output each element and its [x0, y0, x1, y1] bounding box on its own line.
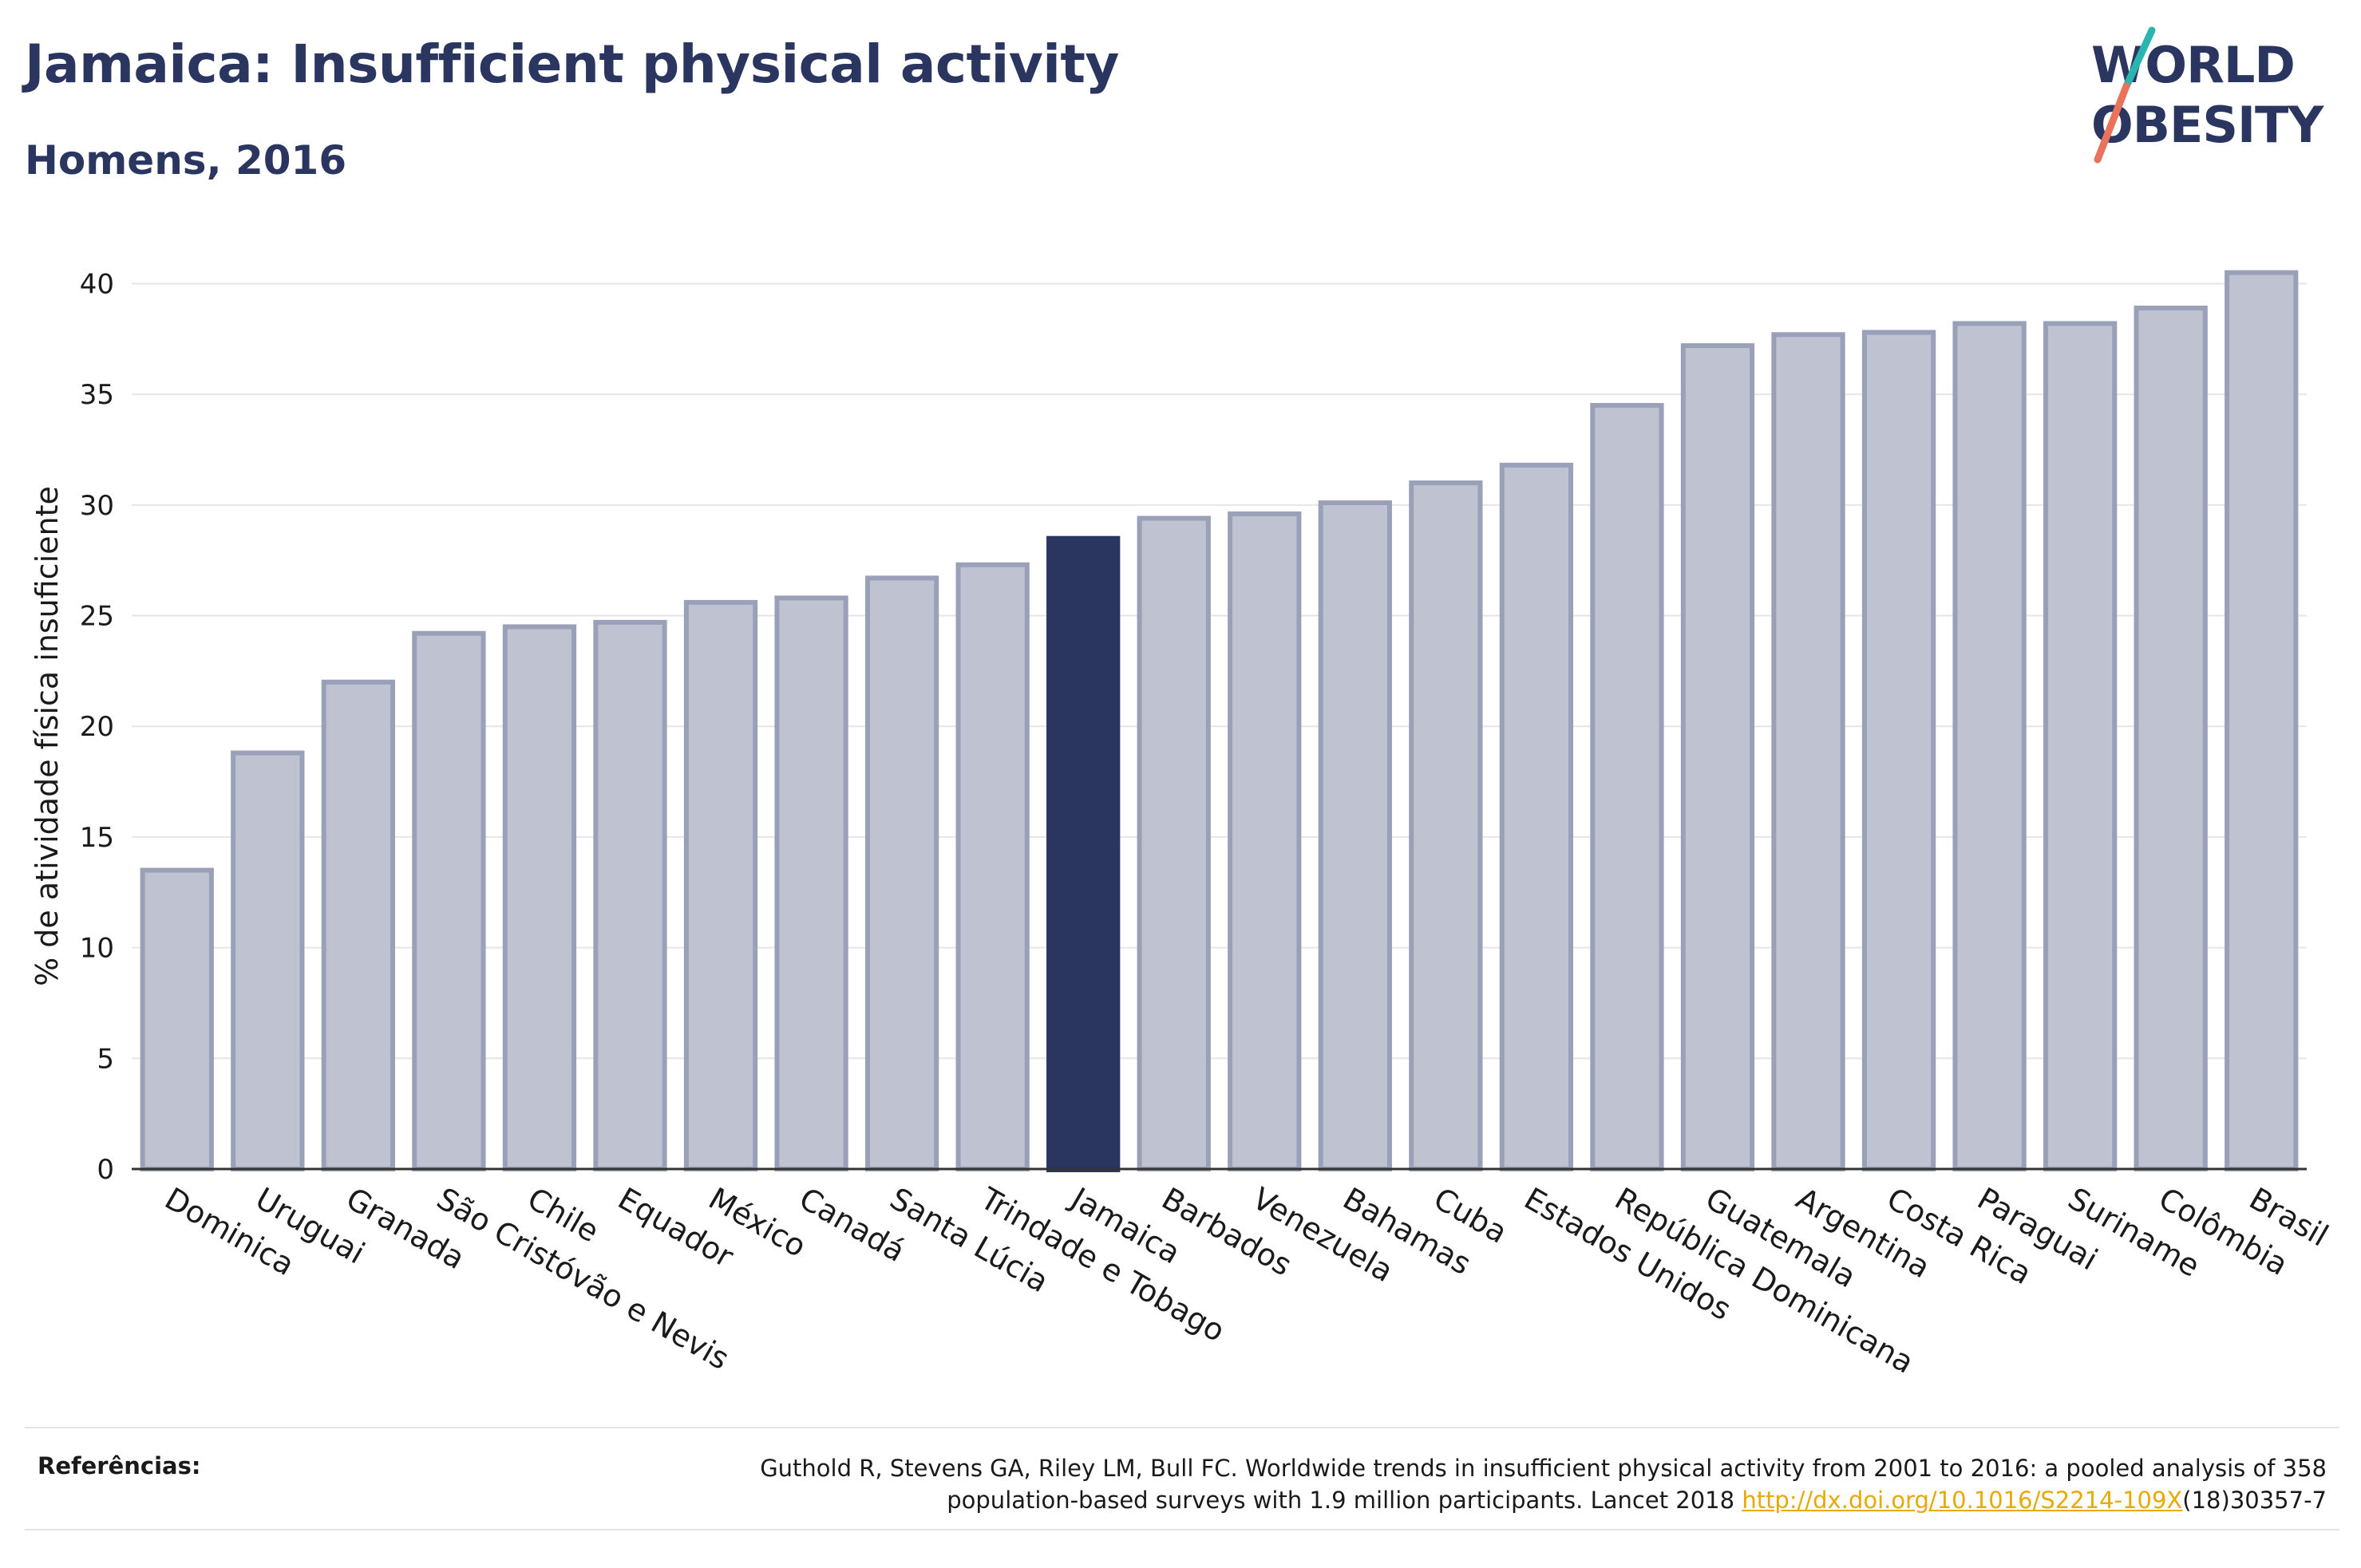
logo-stroke-coral	[2094, 82, 2130, 164]
bar-highlighted	[1046, 535, 1121, 1172]
y-tick-label: 35	[80, 379, 114, 411]
citation-line-2-post: (18)30357-7	[2182, 1487, 2327, 1514]
world-obesity-logo: WORLD OBESITY	[2091, 26, 2325, 164]
bar	[231, 750, 305, 1171]
bar	[1228, 511, 1302, 1171]
bar	[1771, 332, 1845, 1171]
y-tick-label: 30	[80, 490, 114, 522]
bar	[683, 599, 758, 1171]
bar	[2043, 321, 2118, 1171]
y-tick-label: 20	[80, 711, 114, 743]
citation-line-1: Guthold R, Stevens GA, Riley LM, Bull FC…	[760, 1455, 2327, 1482]
bar	[774, 595, 848, 1171]
bar-chart: 0 5 10 15 20 25 30 35 40 DominicaUruguaiGranadaS…	[30, 268, 2334, 1380]
bar	[321, 679, 396, 1171]
y-tick-label: 25	[80, 601, 114, 633]
bar	[1952, 321, 2027, 1171]
citation-line-2-pre: population-based surveys with 1.9 millio…	[947, 1487, 1742, 1514]
bar	[502, 624, 577, 1171]
bar	[2225, 270, 2299, 1171]
bar	[1861, 330, 1936, 1171]
y-tick-label: 0	[97, 1154, 114, 1186]
bar	[864, 575, 939, 1171]
y-tick-label: 40	[80, 268, 114, 300]
references-label: Referências:	[38, 1452, 201, 1479]
bar	[1590, 403, 1664, 1171]
bar	[1680, 343, 1755, 1172]
bar	[593, 619, 667, 1171]
bar	[1137, 515, 1211, 1171]
chart-title: Jamaica: Insufficient physical activity	[25, 34, 1119, 95]
bar	[412, 630, 486, 1171]
logo-text-obesity: OBESITY	[2091, 96, 2324, 154]
references-citation: Guthold R, Stevens GA, Riley LM, Bull FC…	[491, 1452, 2327, 1516]
bar	[2134, 305, 2208, 1172]
y-tick-label: 5	[97, 1043, 114, 1075]
y-axis-label: % de atividade física insuficiente	[30, 486, 65, 986]
y-tick-labels: 0 5 10 15 20 25 30 35 40	[80, 268, 114, 1186]
chart-subtitle: Homens, 2016	[25, 137, 347, 184]
references-footer: Referências: Guthold R, Stevens GA, Rile…	[25, 1427, 2339, 1530]
bar	[1409, 480, 1483, 1171]
gridlines	[132, 282, 2307, 1060]
y-tick-label: 15	[80, 822, 114, 854]
bar	[1499, 462, 1574, 1171]
doi-link[interactable]: http://dx.doi.org/10.1016/S2214-109X	[1742, 1487, 2183, 1514]
bar	[140, 867, 214, 1172]
logo-stroke-teal	[2122, 26, 2156, 90]
bars	[140, 270, 2299, 1172]
bar	[1318, 500, 1392, 1171]
y-tick-label: 10	[80, 933, 114, 965]
bar	[955, 562, 1030, 1171]
